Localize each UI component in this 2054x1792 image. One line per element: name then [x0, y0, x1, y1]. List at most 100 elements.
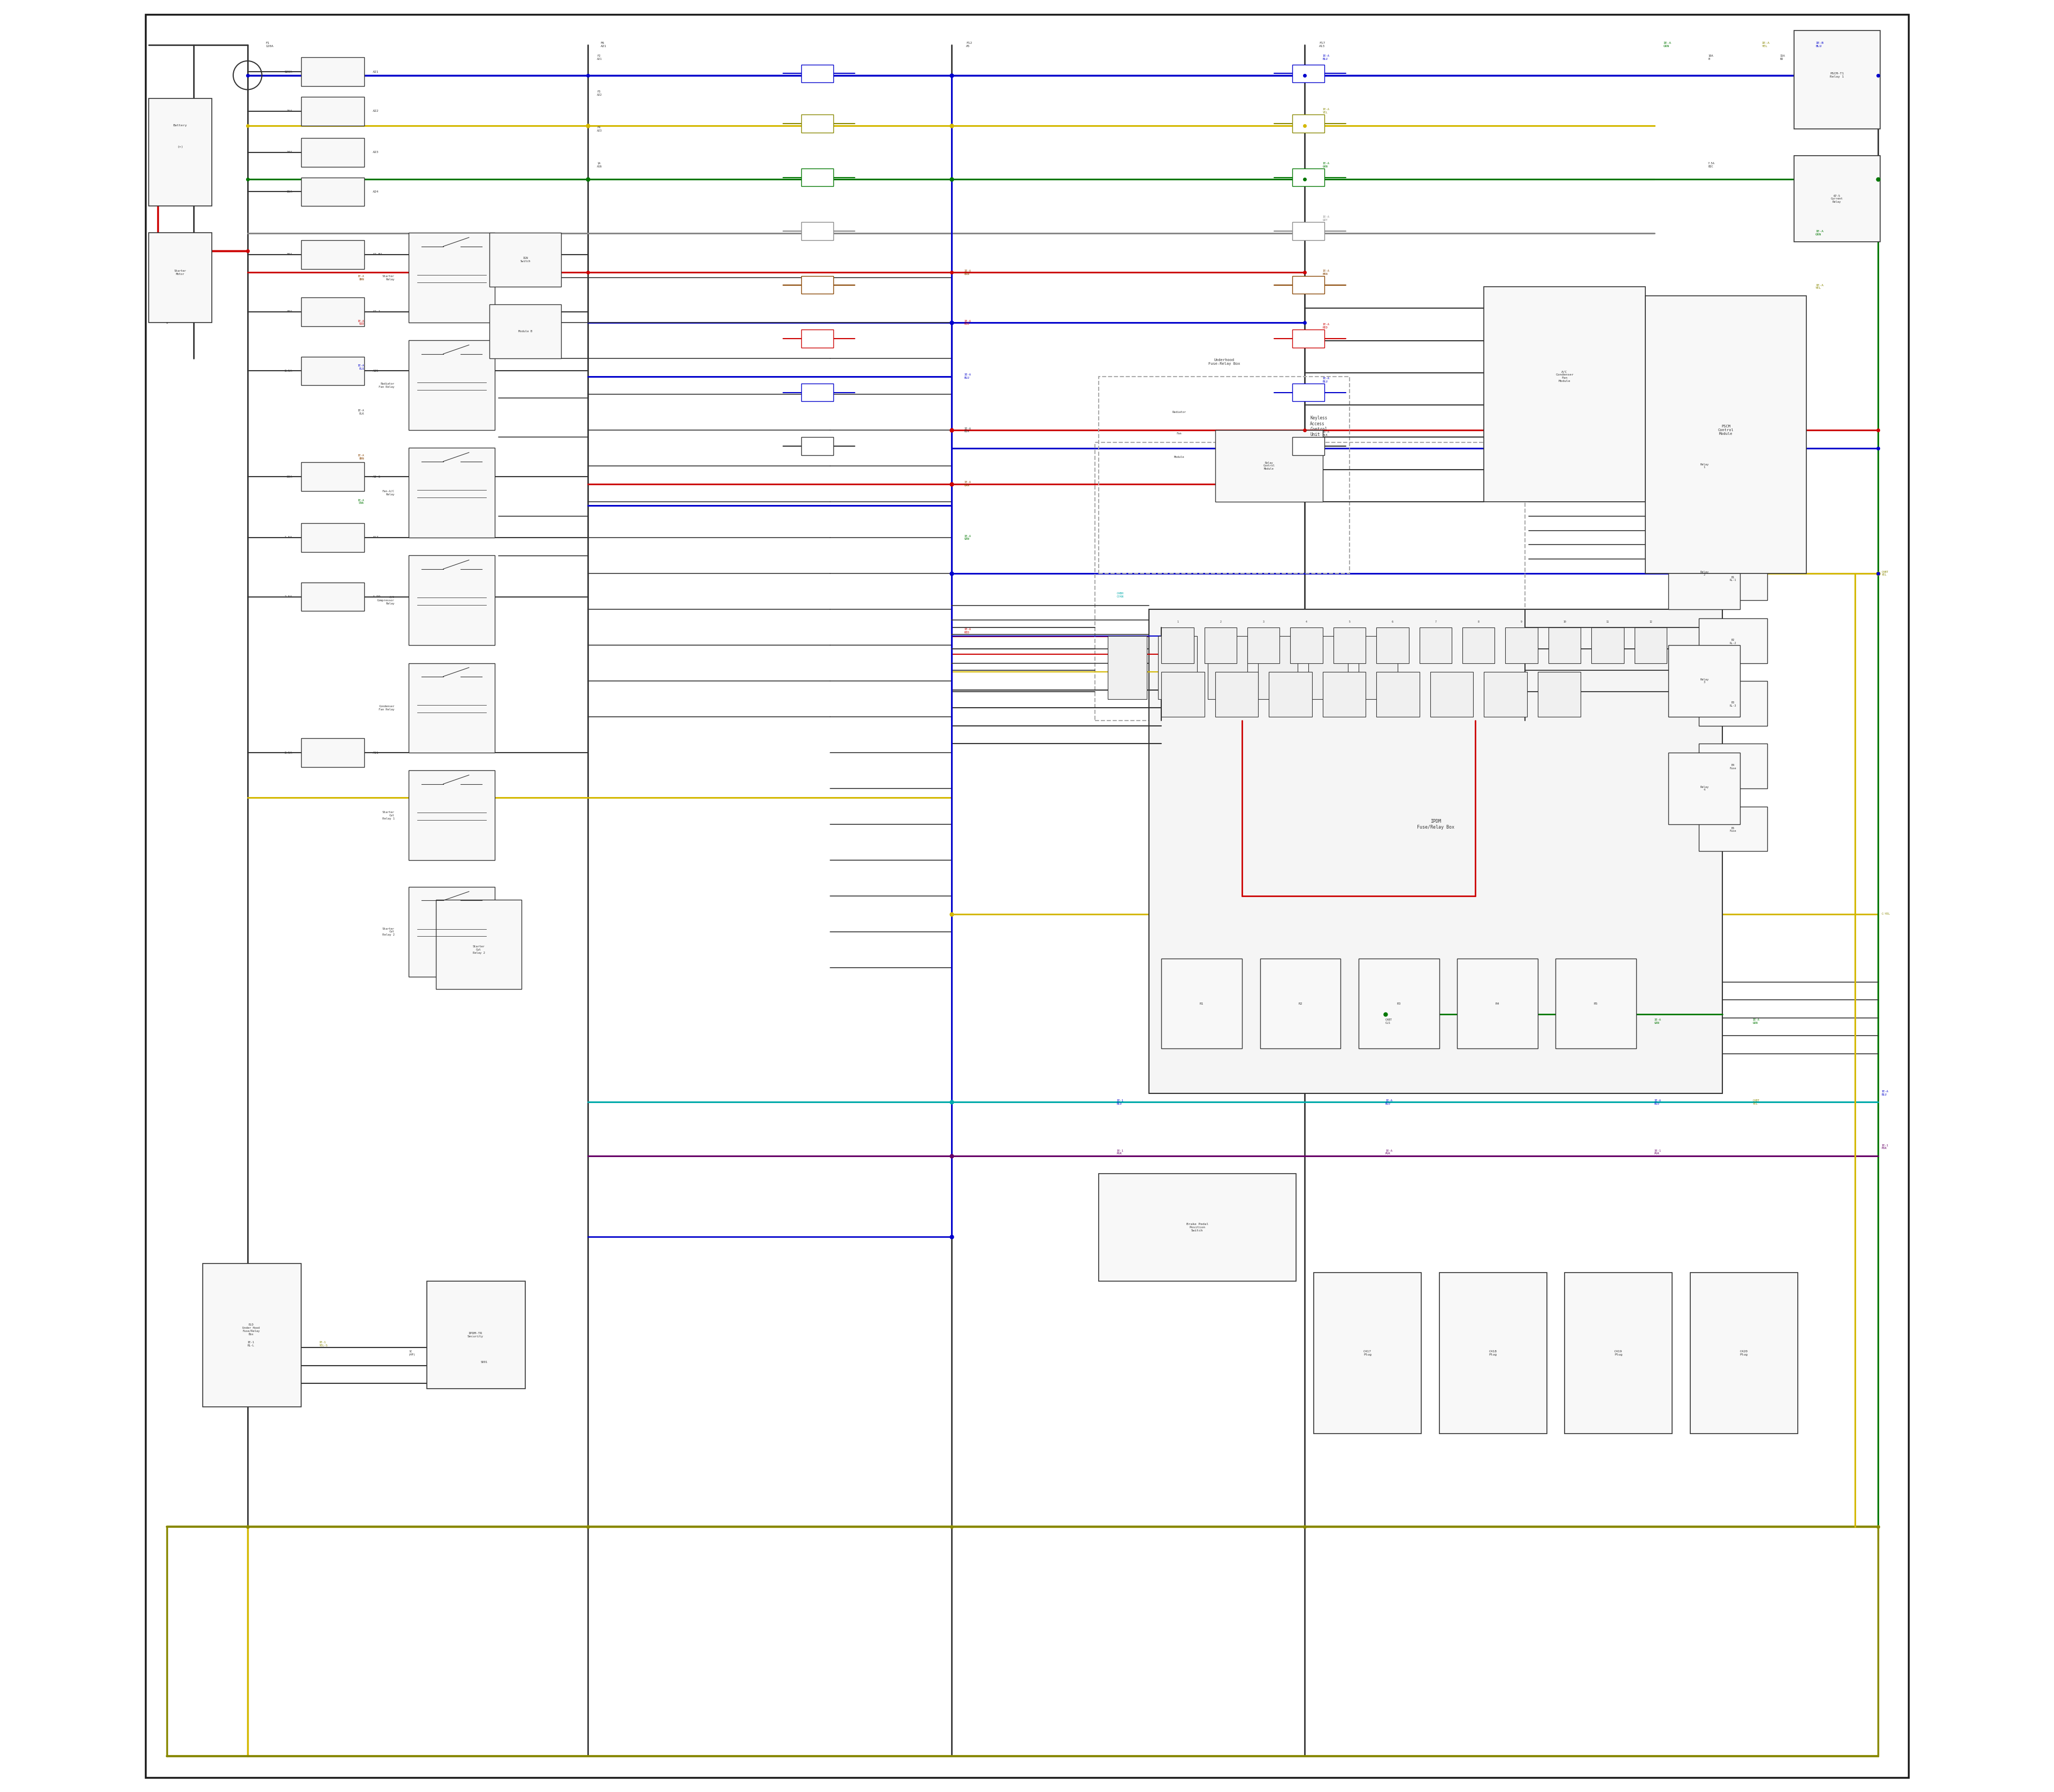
Text: IE-A
BLK: IE-A BLK [357, 409, 364, 416]
Bar [302, 57, 364, 86]
Text: A24: A24 [374, 190, 380, 194]
Text: IE-A
GRN: IE-A GRN [357, 498, 364, 505]
Bar [203, 1263, 302, 1407]
Bar [1793, 30, 1879, 129]
Bar [409, 556, 495, 645]
Text: Starter
Cut
Relay 1: Starter Cut Relay 1 [382, 812, 394, 819]
Bar [1376, 627, 1409, 663]
Bar [409, 887, 495, 977]
Text: B5
Fuse: B5 Fuse [1729, 826, 1736, 833]
Text: IE-A
GRN: IE-A GRN [1653, 1018, 1662, 1025]
Text: IE-1
PUR: IE-1 PUR [1117, 1149, 1124, 1156]
Text: 10A: 10A [286, 151, 292, 154]
Text: Relay
2: Relay 2 [1701, 570, 1709, 577]
Bar [1565, 1272, 1672, 1434]
Text: Relay
Control
Module: Relay Control Module [1263, 462, 1276, 470]
Text: 1A
A16: 1A A16 [598, 161, 602, 168]
Text: R1: R1 [1200, 1002, 1204, 1005]
Text: IPDM-TR
Security: IPDM-TR Security [466, 1331, 483, 1339]
Text: C4BT
YEL: C4BT YEL [1752, 1098, 1760, 1106]
Text: A25: A25 [374, 369, 380, 373]
Text: IE-A
BRN: IE-A BRN [357, 274, 364, 281]
Text: F2
A21: F2 A21 [598, 54, 602, 61]
Text: A/C
Compressor
Relay: A/C Compressor Relay [378, 597, 394, 604]
Text: Relay
1: Relay 1 [1701, 462, 1709, 470]
Bar [1690, 1272, 1797, 1434]
Bar [1668, 430, 1740, 502]
Bar [801, 65, 834, 82]
Text: Relay
3: Relay 3 [1701, 677, 1709, 685]
Text: Starter
Cut
Relay 2: Starter Cut Relay 2 [472, 946, 485, 953]
Bar [1204, 627, 1237, 663]
Text: A2-1: A2-1 [374, 310, 380, 314]
Text: IE-A
YEL: IE-A YEL [1323, 108, 1329, 115]
Text: IE-A
BRN: IE-A BRN [357, 453, 364, 461]
Text: IE-A
BRN: IE-A BRN [1323, 269, 1329, 276]
Bar [1161, 672, 1204, 717]
Text: A2-6: A2-6 [374, 475, 380, 478]
Text: IE-A
BLU: IE-A BLU [1323, 54, 1329, 61]
Text: IE-A
BLU: IE-A BLU [1881, 1090, 1890, 1097]
Text: C419
Plug: C419 Plug [1614, 1349, 1623, 1357]
Text: PSCM-T1
Relay 1: PSCM-T1 Relay 1 [1830, 72, 1844, 79]
Bar [1247, 627, 1280, 663]
Bar [1668, 753, 1740, 824]
Text: R4: R4 [1495, 1002, 1499, 1005]
Bar [1699, 681, 1766, 726]
Bar [1161, 959, 1243, 1048]
Text: Fan-A/C
Relay: Fan-A/C Relay [382, 489, 394, 496]
Bar [1292, 168, 1325, 186]
Text: IE-A
PUR: IE-A PUR [1384, 1149, 1393, 1156]
Bar [1099, 1174, 1296, 1281]
Bar [150, 99, 212, 206]
Bar [1668, 538, 1740, 609]
Text: A23: A23 [374, 151, 380, 154]
Text: F3
A22: F3 A22 [598, 90, 602, 97]
Bar [409, 340, 495, 430]
Text: IE-A
BLK: IE-A BLK [963, 426, 972, 434]
Bar [1699, 556, 1766, 600]
Bar [302, 357, 364, 385]
Bar [1158, 636, 1197, 699]
Text: IE-B
BLU: IE-B BLU [1816, 41, 1824, 48]
Text: C417
Plug: C417 Plug [1364, 1349, 1372, 1357]
Bar [801, 222, 834, 240]
Text: IE-A
GRN: IE-A GRN [1323, 161, 1329, 168]
Text: 10: 10 [1563, 620, 1565, 624]
Text: IE-1
RL-L: IE-1 RL-L [249, 1340, 255, 1348]
Bar [1216, 430, 1323, 502]
Text: Module: Module [1175, 455, 1185, 459]
Text: IE-A
GRN: IE-A GRN [1752, 1018, 1760, 1025]
Text: B2
RL-2: B2 RL-2 [1729, 638, 1736, 645]
Text: 120A: 120A [283, 70, 292, 73]
Text: IE-A
GRN: IE-A GRN [1816, 229, 1824, 237]
Text: C420
Plug: C420 Plug [1740, 1349, 1748, 1357]
Bar [1333, 627, 1366, 663]
Text: 12: 12 [1649, 620, 1651, 624]
Bar [1456, 959, 1538, 1048]
Text: Starter
Cut
Relay 2: Starter Cut Relay 2 [382, 928, 394, 935]
Bar [1430, 672, 1473, 717]
Bar [801, 330, 834, 348]
Text: B4
Fuse: B4 Fuse [1729, 763, 1736, 771]
Bar [1483, 672, 1526, 717]
Bar [1538, 672, 1582, 717]
Text: A-99: A-99 [374, 595, 380, 599]
Bar [409, 233, 495, 323]
Bar [1555, 959, 1637, 1048]
Text: F6
A21: F6 A21 [600, 41, 606, 48]
Text: IPDM
Fuse/Relay Box: IPDM Fuse/Relay Box [1417, 819, 1454, 830]
Text: Starter
Relay: Starter Relay [382, 274, 394, 281]
Bar [1645, 296, 1805, 573]
Bar [409, 771, 495, 860]
Bar [1290, 627, 1323, 663]
Text: 40A: 40A [286, 310, 292, 314]
Bar [1099, 376, 1349, 573]
Text: A22: A22 [374, 109, 380, 113]
Text: 30A: 30A [286, 475, 292, 478]
Bar [1419, 627, 1452, 663]
Text: R5: R5 [1594, 1002, 1598, 1005]
Text: IE-A
BLU: IE-A BLU [1323, 376, 1329, 383]
Text: 67-5
Current
Relay: 67-5 Current Relay [1830, 195, 1842, 202]
Text: 11: 11 [1606, 620, 1608, 624]
